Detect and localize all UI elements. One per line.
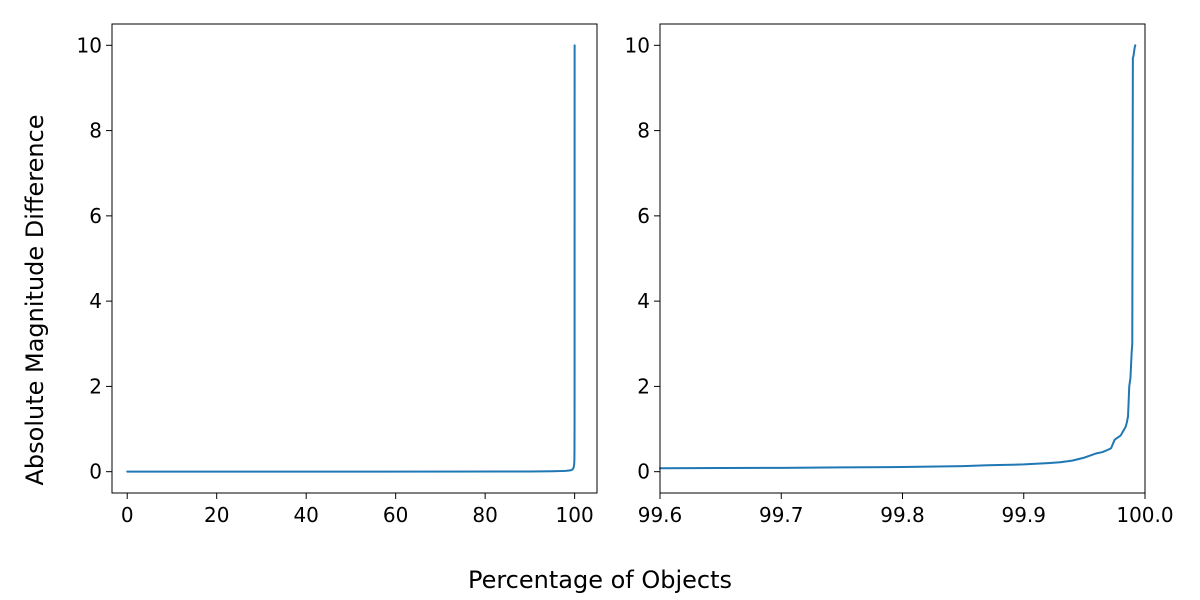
left-panel-x-tick-label: 80 <box>472 503 497 527</box>
right-panel: 99.6 99.7 99.8 99.9 100.0 0 2 4 6 8 10 <box>625 23 1174 527</box>
right-panel-y-tick-label: 8 <box>637 119 650 143</box>
right-panel-x-tick-label: 99.6 <box>638 503 683 527</box>
right-panel-y-axis: 0 2 4 6 8 10 <box>625 33 660 484</box>
right-panel-data-line <box>659 44 1137 470</box>
right-panel-y-tick-label: 10 <box>625 33 650 57</box>
left-panel-x-tick-label: 40 <box>293 503 318 527</box>
left-panel-x-tick-label: 60 <box>383 503 408 527</box>
left-panel-y-tick-label: 10 <box>77 33 102 57</box>
left-panel-y-tick-label: 0 <box>89 460 102 484</box>
right-panel-x-tick-label: 99.9 <box>1001 503 1046 527</box>
left-panel-series <box>126 44 576 473</box>
left-panel-y-tick-label: 8 <box>89 119 102 143</box>
left-panel: 0 20 40 60 80 100 0 2 4 6 8 10 <box>77 23 598 527</box>
right-panel-y-tick-label: 0 <box>637 460 650 484</box>
left-panel-y-tick-label: 2 <box>89 374 102 398</box>
left-panel-frame <box>111 23 598 494</box>
right-panel-y-tick-label: 2 <box>637 374 650 398</box>
left-panel-x-tick-label: 100 <box>556 503 594 527</box>
left-panel-x-axis: 0 20 40 60 80 100 <box>121 493 594 527</box>
left-panel-y-tick-label: 6 <box>89 204 102 228</box>
right-panel-y-tick-label: 6 <box>637 204 650 228</box>
right-panel-x-tick-label: 99.8 <box>880 503 925 527</box>
y-axis-title: Absolute Magnitude Difference <box>21 114 49 485</box>
right-panel-x-tick-label: 100.0 <box>1116 503 1173 527</box>
x-axis-title: Percentage of Objects <box>468 566 732 594</box>
right-panel-frame <box>659 23 1146 494</box>
left-panel-x-tick-label: 0 <box>121 503 134 527</box>
left-panel-x-tick-label: 20 <box>204 503 229 527</box>
right-panel-series <box>659 44 1137 470</box>
left-panel-y-axis: 0 2 4 6 8 10 <box>77 33 112 484</box>
right-panel-x-tick-label: 99.7 <box>759 503 804 527</box>
left-panel-data-line <box>126 44 576 473</box>
right-panel-y-tick-label: 4 <box>637 289 650 313</box>
left-panel-y-tick-label: 4 <box>89 289 102 313</box>
right-panel-x-axis: 99.6 99.7 99.8 99.9 100.0 <box>638 493 1174 527</box>
